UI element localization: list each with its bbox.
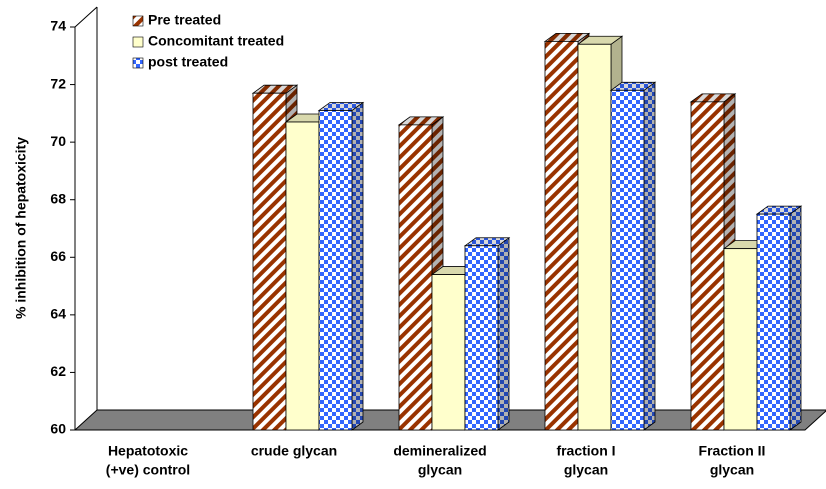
- bar: [756, 213, 791, 431]
- bar-group: [609, 81, 657, 431]
- x-tick-label: Hepatotoxic: [108, 443, 188, 459]
- y-tick-label: 70: [50, 133, 66, 149]
- bar: [577, 43, 612, 431]
- x-tick-label: Fraction II: [699, 443, 766, 459]
- bar: [318, 110, 353, 431]
- x-tick-label: (+ve) control: [106, 462, 190, 478]
- legend-label: Pre treated: [148, 12, 221, 28]
- x-tick-label: glycan: [564, 462, 608, 478]
- x-tick-label: glycan: [710, 462, 754, 478]
- legend-label: Concomitant treated: [148, 33, 284, 49]
- bar: [544, 40, 579, 431]
- x-tick-label: demineralized: [393, 443, 486, 459]
- y-tick-label: 68: [50, 190, 66, 206]
- x-tick-label: fraction I: [556, 443, 615, 459]
- bar: [464, 245, 499, 431]
- bar: [285, 121, 320, 431]
- bar: [398, 124, 433, 431]
- y-tick-label: 72: [50, 75, 66, 91]
- y-tick-label: 62: [50, 363, 66, 379]
- y-tick-label: 64: [50, 306, 66, 322]
- y-tick-label: 74: [50, 18, 66, 34]
- bar-group: [463, 236, 511, 431]
- bar-group: [317, 101, 365, 431]
- bar: [723, 248, 758, 431]
- x-tick-label: crude glycan: [251, 443, 337, 459]
- bar: [252, 92, 287, 431]
- bar: [610, 89, 645, 431]
- x-tick-label: glycan: [418, 462, 462, 478]
- y-tick-label: 66: [50, 248, 66, 264]
- legend-swatch: [132, 57, 144, 69]
- legend-label: post treated: [148, 54, 228, 70]
- legend-swatch: [132, 36, 144, 48]
- y-axis-label: % inhibition of hepatoxicity: [13, 137, 29, 319]
- wall-top-edge: [74, 6, 98, 28]
- y-tick-label: 60: [50, 421, 66, 437]
- bar-group: [755, 205, 803, 431]
- bar: [690, 101, 725, 431]
- bar: [431, 274, 466, 431]
- legend-swatch: [132, 15, 144, 27]
